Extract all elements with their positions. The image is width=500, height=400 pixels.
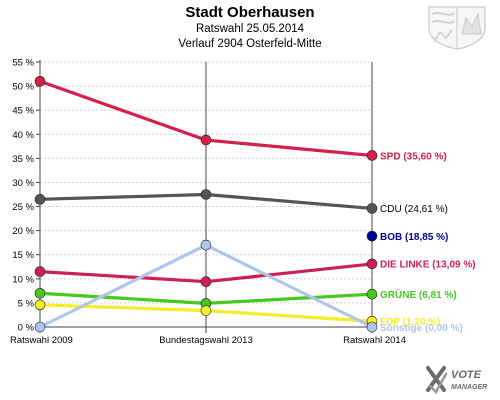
y-tick-label: 40 % [12,130,34,141]
y-tick-label: 30 % [12,178,34,189]
series-label: GRÜNE (6,81 %) [380,288,457,301]
data-point [366,321,378,333]
logo-text-manager: MANAGER [451,384,487,391]
y-axis-ticks: 0 % 5 % 10 % 15 % 20 % 25 % 30 % 35 % 40 % 45 % 50… [12,58,34,334]
data-point [34,287,46,299]
y-tick-label: 15 % [12,250,34,261]
y-tick-label: 5 % [18,298,35,309]
y-tick-label: 10 % [12,274,34,285]
x-tick-label: Ratswahl 2014 [343,335,406,346]
y-tick-label: 25 % [12,202,34,213]
data-point [366,230,378,242]
data-point [34,194,46,205]
series-labels: SPD (35,60 %) CDU (24,61 %) BOB (18,85 %) D… [380,151,476,334]
data-point [200,134,212,146]
data-point [366,203,378,214]
logo-text-vote: VOTE [451,369,482,381]
series-label: SPD (35,60 %) [380,151,447,162]
y-tick-label: 20 % [12,226,34,237]
data-point [200,276,212,288]
series-label: CDU (24,61 %) [380,204,448,215]
y-tick-label: 50 % [12,82,34,93]
data-point [34,75,46,87]
series-label: BOB (18,85 %) [380,232,448,243]
x-tick-label: Bundestagswahl 2013 [159,335,253,346]
series-label: Sonstige (0,00 %) [380,323,463,334]
x-tick-label: Ratswahl 2009 [10,335,73,346]
coat-of-arms-icon [428,6,486,50]
chart-title: Stadt Oberhausen [185,4,315,21]
data-point [200,239,212,251]
data-point [366,288,378,300]
y-tick-label: 45 % [12,106,34,117]
series-label: DIE LINKE (13,09 %) [380,260,476,271]
data-point [366,150,378,161]
data-point [34,299,46,311]
data-point [366,258,378,270]
y-tick-label: 35 % [12,154,34,165]
data-point [200,305,212,316]
chart-subsubtitle: Verlauf 2904 Osterfeld-Mitte [178,38,322,50]
votemanager-logo: VOTE MANAGER [426,366,487,395]
y-tick-label: 0 % [18,323,35,334]
x-axis-ticks: Ratswahl 2009 Bundestagswahl 2013 Ratswahl… [10,335,406,346]
y-tick-label: 55 % [12,58,34,69]
data-point [200,189,212,200]
series-points [34,75,378,333]
data-point [34,321,46,333]
chart-subtitle: Ratswahl 25.05.2014 [195,23,305,35]
series-label: FDP (1,20 %) [380,317,440,328]
data-point [34,266,46,277]
